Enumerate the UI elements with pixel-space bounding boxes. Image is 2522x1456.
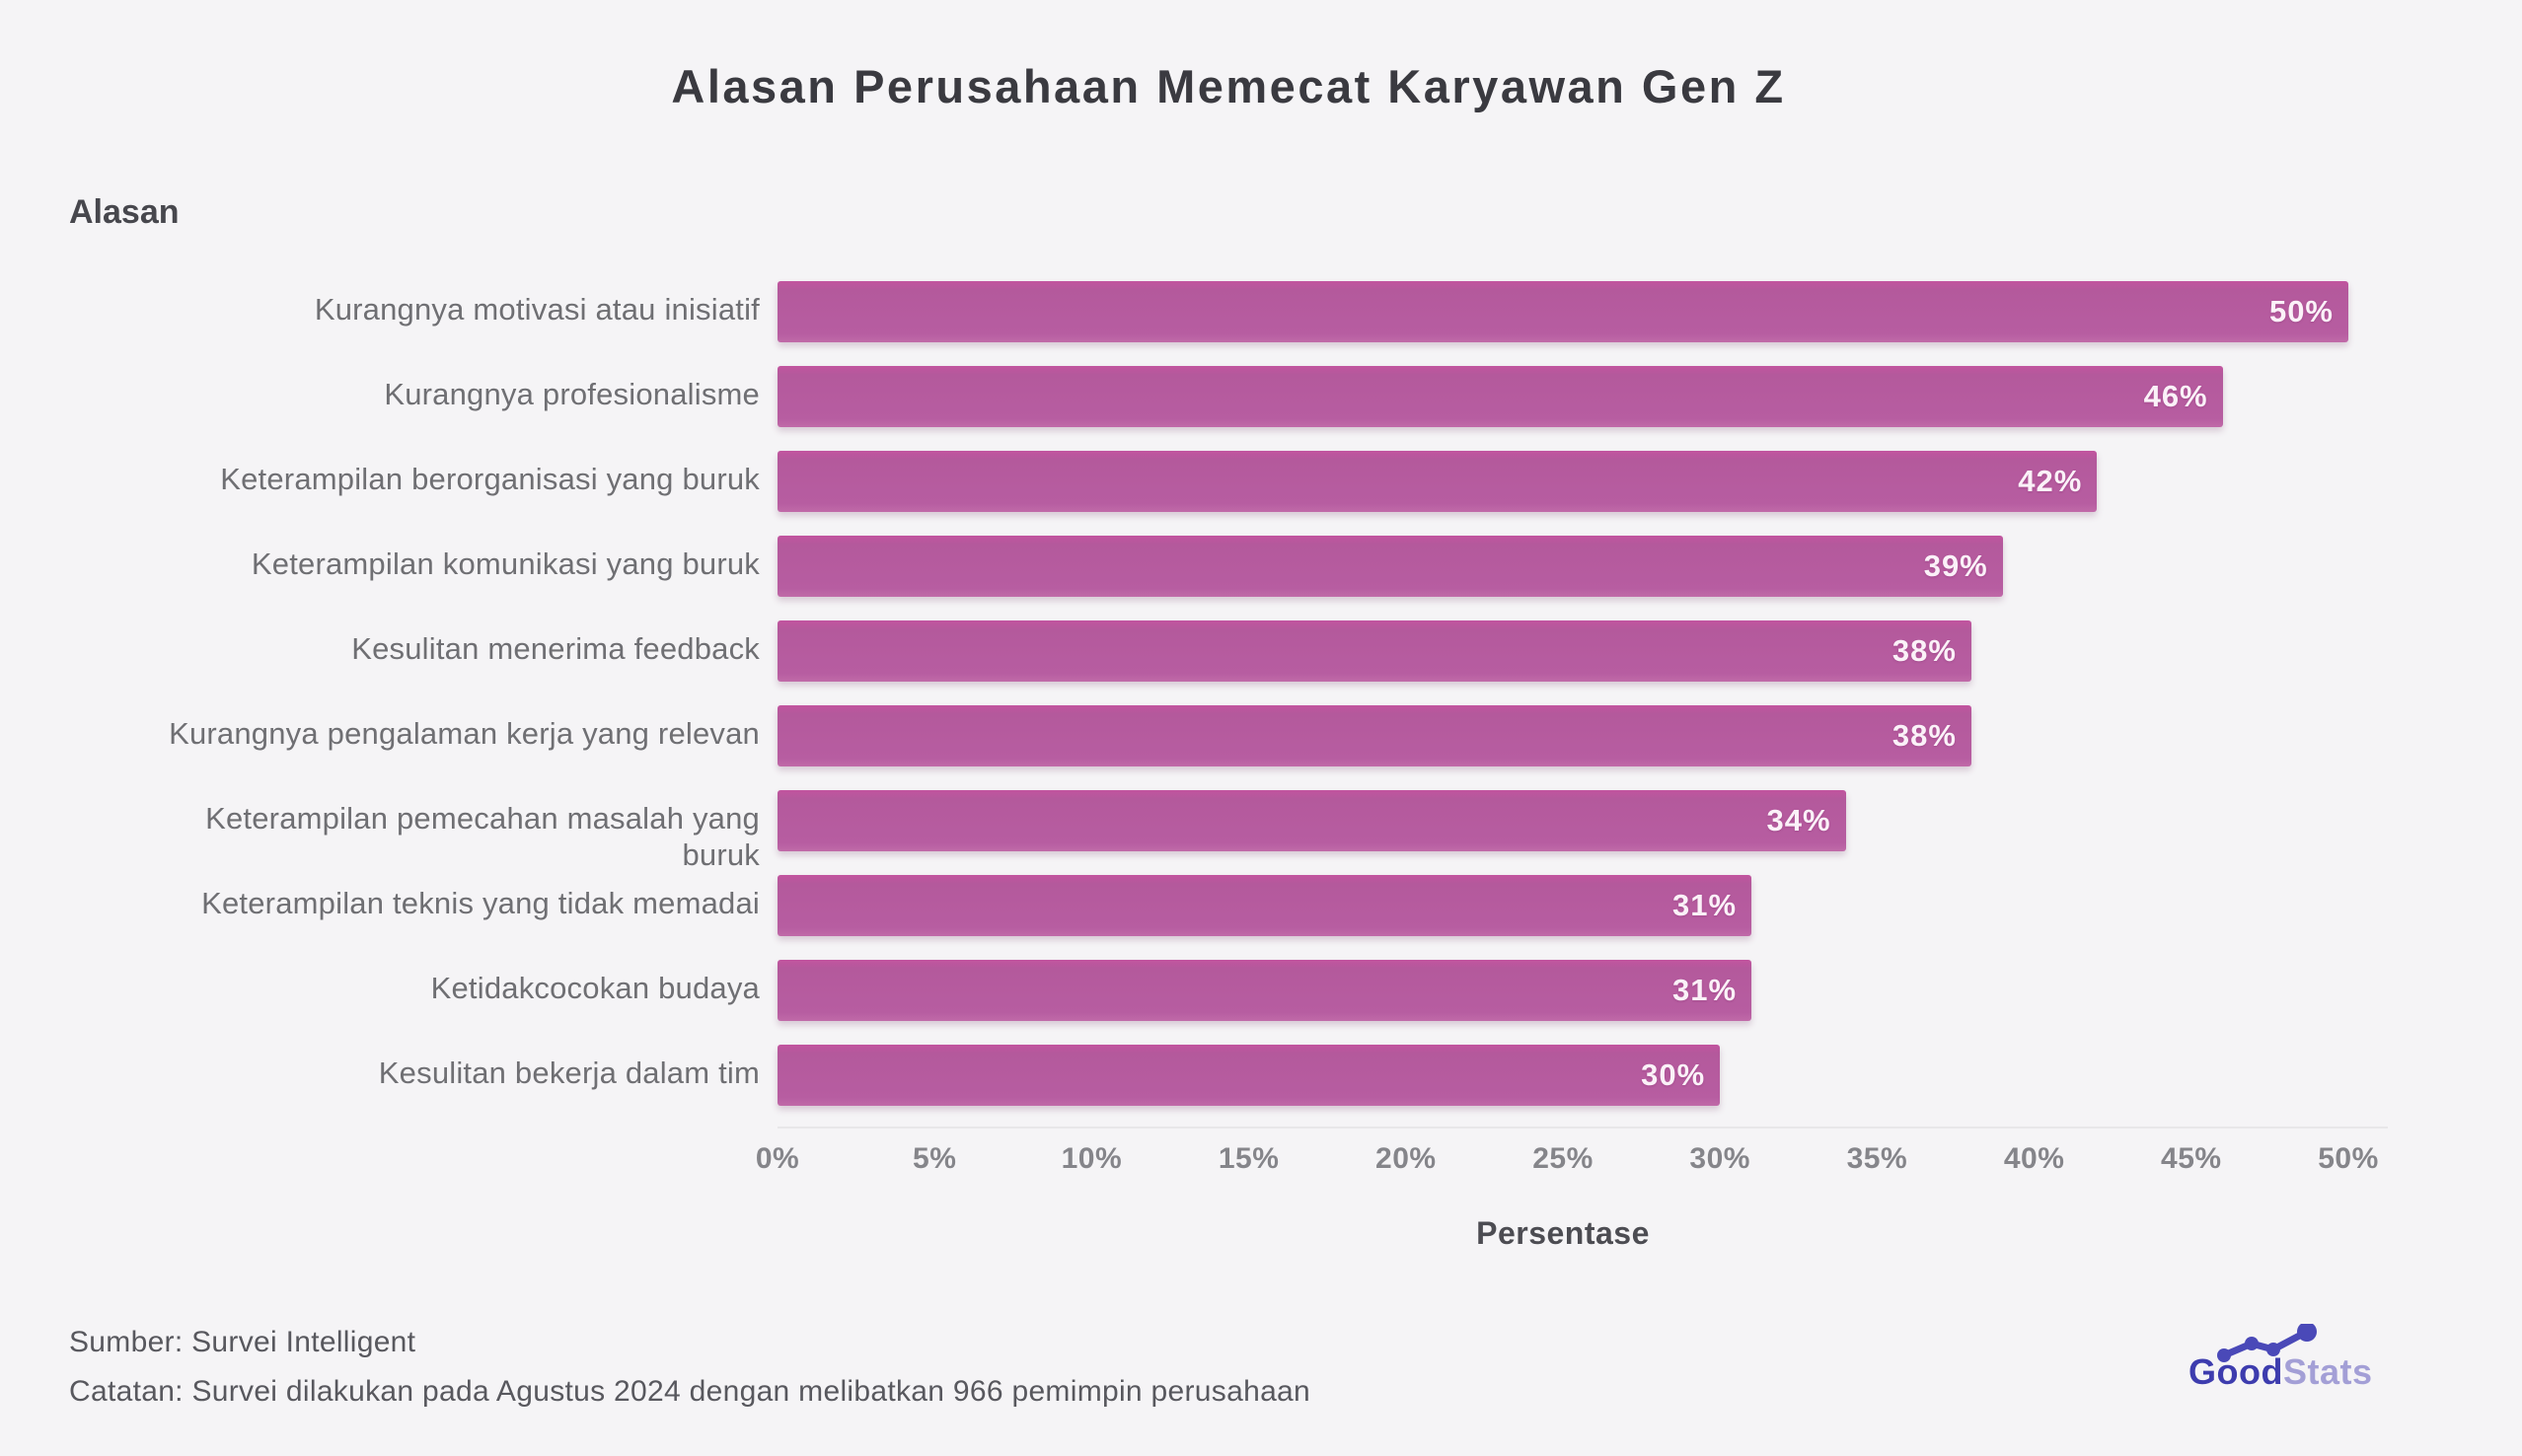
category-label: Kesulitan menerima feedback	[351, 631, 760, 666]
bar-value-label: 42%	[2018, 464, 2083, 498]
bar-track: 42%	[778, 451, 2348, 512]
bar-track: 31%	[778, 875, 2348, 936]
bar-track: 38%	[778, 705, 2348, 766]
x-tick-label: 5%	[913, 1142, 957, 1175]
category-label: Ketidakcocokan budaya	[430, 971, 760, 1005]
bar-row: Kurangnya profesionalisme 46%	[0, 366, 2522, 451]
x-tick-label: 50%	[2318, 1142, 2379, 1175]
logo-wordmark: GoodStats	[2188, 1351, 2373, 1393]
category-label: Kurangnya profesionalisme	[384, 377, 760, 411]
bar: 38%	[778, 705, 1971, 766]
source-text: Sumber: Survei Intelligent	[69, 1326, 416, 1358]
bar-track: 38%	[778, 620, 2348, 682]
bar-track: 46%	[778, 366, 2348, 427]
bar-track: 31%	[778, 960, 2348, 1021]
bar-value-label: 31%	[1671, 973, 1738, 1007]
logo-text-good: Good	[2188, 1351, 2283, 1392]
bar-value-label: 30%	[1641, 1057, 1706, 1092]
bar-row: Kesulitan menerima feedback 38%	[0, 620, 2522, 705]
bar-track: 50%	[778, 281, 2348, 342]
footer: Sumber: Survei Intelligent Catatan: Surv…	[69, 1318, 1310, 1418]
category-label: Keterampilan komunikasi yang buruk	[251, 546, 760, 581]
x-tick-label: 25%	[1532, 1142, 1594, 1175]
bar-rows: Kurangnya motivasi atau inisiatif 50% Kura…	[0, 281, 2522, 1129]
x-tick-label: 15%	[1218, 1142, 1280, 1175]
bar-value-label: 39%	[1923, 548, 1988, 583]
bar-value-label: 31%	[1671, 888, 1738, 922]
bar-row: Kurangnya motivasi atau inisiatif 50%	[0, 281, 2522, 366]
bar: 39%	[778, 536, 2003, 597]
bar-value-label: 38%	[1892, 718, 1957, 753]
bar-row: Kurangnya pengalaman kerja yang relevan 3…	[0, 705, 2522, 790]
bar-track: 30%	[778, 1045, 2348, 1106]
chart-title: Alasan Perusahaan Memecat Karyawan Gen Z	[671, 60, 1786, 112]
x-tick-label: 10%	[1061, 1142, 1123, 1175]
bar-row: Keterampilan berorganisasi yang buruk 42%	[0, 451, 2522, 536]
bar-value-label: 34%	[1766, 803, 1831, 837]
y-axis-title: Alasan	[69, 193, 180, 231]
logo-text-stats: Stats	[2282, 1351, 2373, 1392]
goodstats-logo: GoodStats	[2188, 1324, 2406, 1409]
bar: 46%	[778, 366, 2223, 427]
bar-track: 34%	[778, 790, 2348, 851]
category-label: Kurangnya pengalaman kerja yang relevan	[169, 716, 760, 751]
x-axis: 0% 5% 10% 15% 20% 25% 30% 35% 40% 45% 50%	[756, 1127, 2388, 1182]
x-axis-title: Persentase	[1476, 1215, 1650, 1251]
bar-row: Ketidakcocokan budaya 31%	[0, 960, 2522, 1045]
category-label: Keterampilan pemecahan masalah yang buru…	[205, 801, 760, 872]
logo-trendline-icon	[2217, 1324, 2317, 1362]
bar: 30%	[778, 1045, 1721, 1106]
category-label: Kurangnya motivasi atau inisiatif	[314, 292, 760, 327]
x-tick-label: 45%	[2161, 1142, 2222, 1175]
x-tick-label: 0%	[755, 1142, 800, 1175]
x-tick-label: 30%	[1689, 1142, 1750, 1175]
bar: 38%	[778, 620, 1971, 682]
bar-value-label: 46%	[2143, 379, 2208, 413]
bar-row: Keterampilan komunikasi yang buruk 39%	[0, 536, 2522, 620]
bar-row: Keterampilan teknis yang tidak memadai 31…	[0, 875, 2522, 960]
bar: 34%	[778, 790, 1846, 851]
category-label: Kesulitan bekerja dalam tim	[378, 1056, 760, 1090]
bar: 31%	[778, 875, 1752, 936]
bar: 31%	[778, 960, 1752, 1021]
x-tick-label: 35%	[1846, 1142, 1908, 1175]
bar-row: Keterampilan pemecahan masalah yang buru…	[0, 790, 2522, 875]
bar: 50%	[778, 281, 2348, 342]
bar: 42%	[778, 451, 2098, 512]
bar-track: 39%	[778, 536, 2348, 597]
category-label: Keterampilan teknis yang tidak memadai	[201, 886, 760, 920]
bar-value-label: 38%	[1892, 633, 1957, 668]
x-axis-baseline	[778, 1127, 2388, 1128]
x-tick-label: 20%	[1375, 1142, 1437, 1175]
note-text: Catatan: Survei dilakukan pada Agustus 2…	[69, 1375, 1311, 1409]
bar-value-label: 50%	[2268, 294, 2334, 328]
x-tick-label: 40%	[2003, 1142, 2065, 1175]
category-label: Keterampilan berorganisasi yang buruk	[220, 462, 760, 496]
bar-row: Kesulitan bekerja dalam tim 30%	[0, 1045, 2522, 1129]
